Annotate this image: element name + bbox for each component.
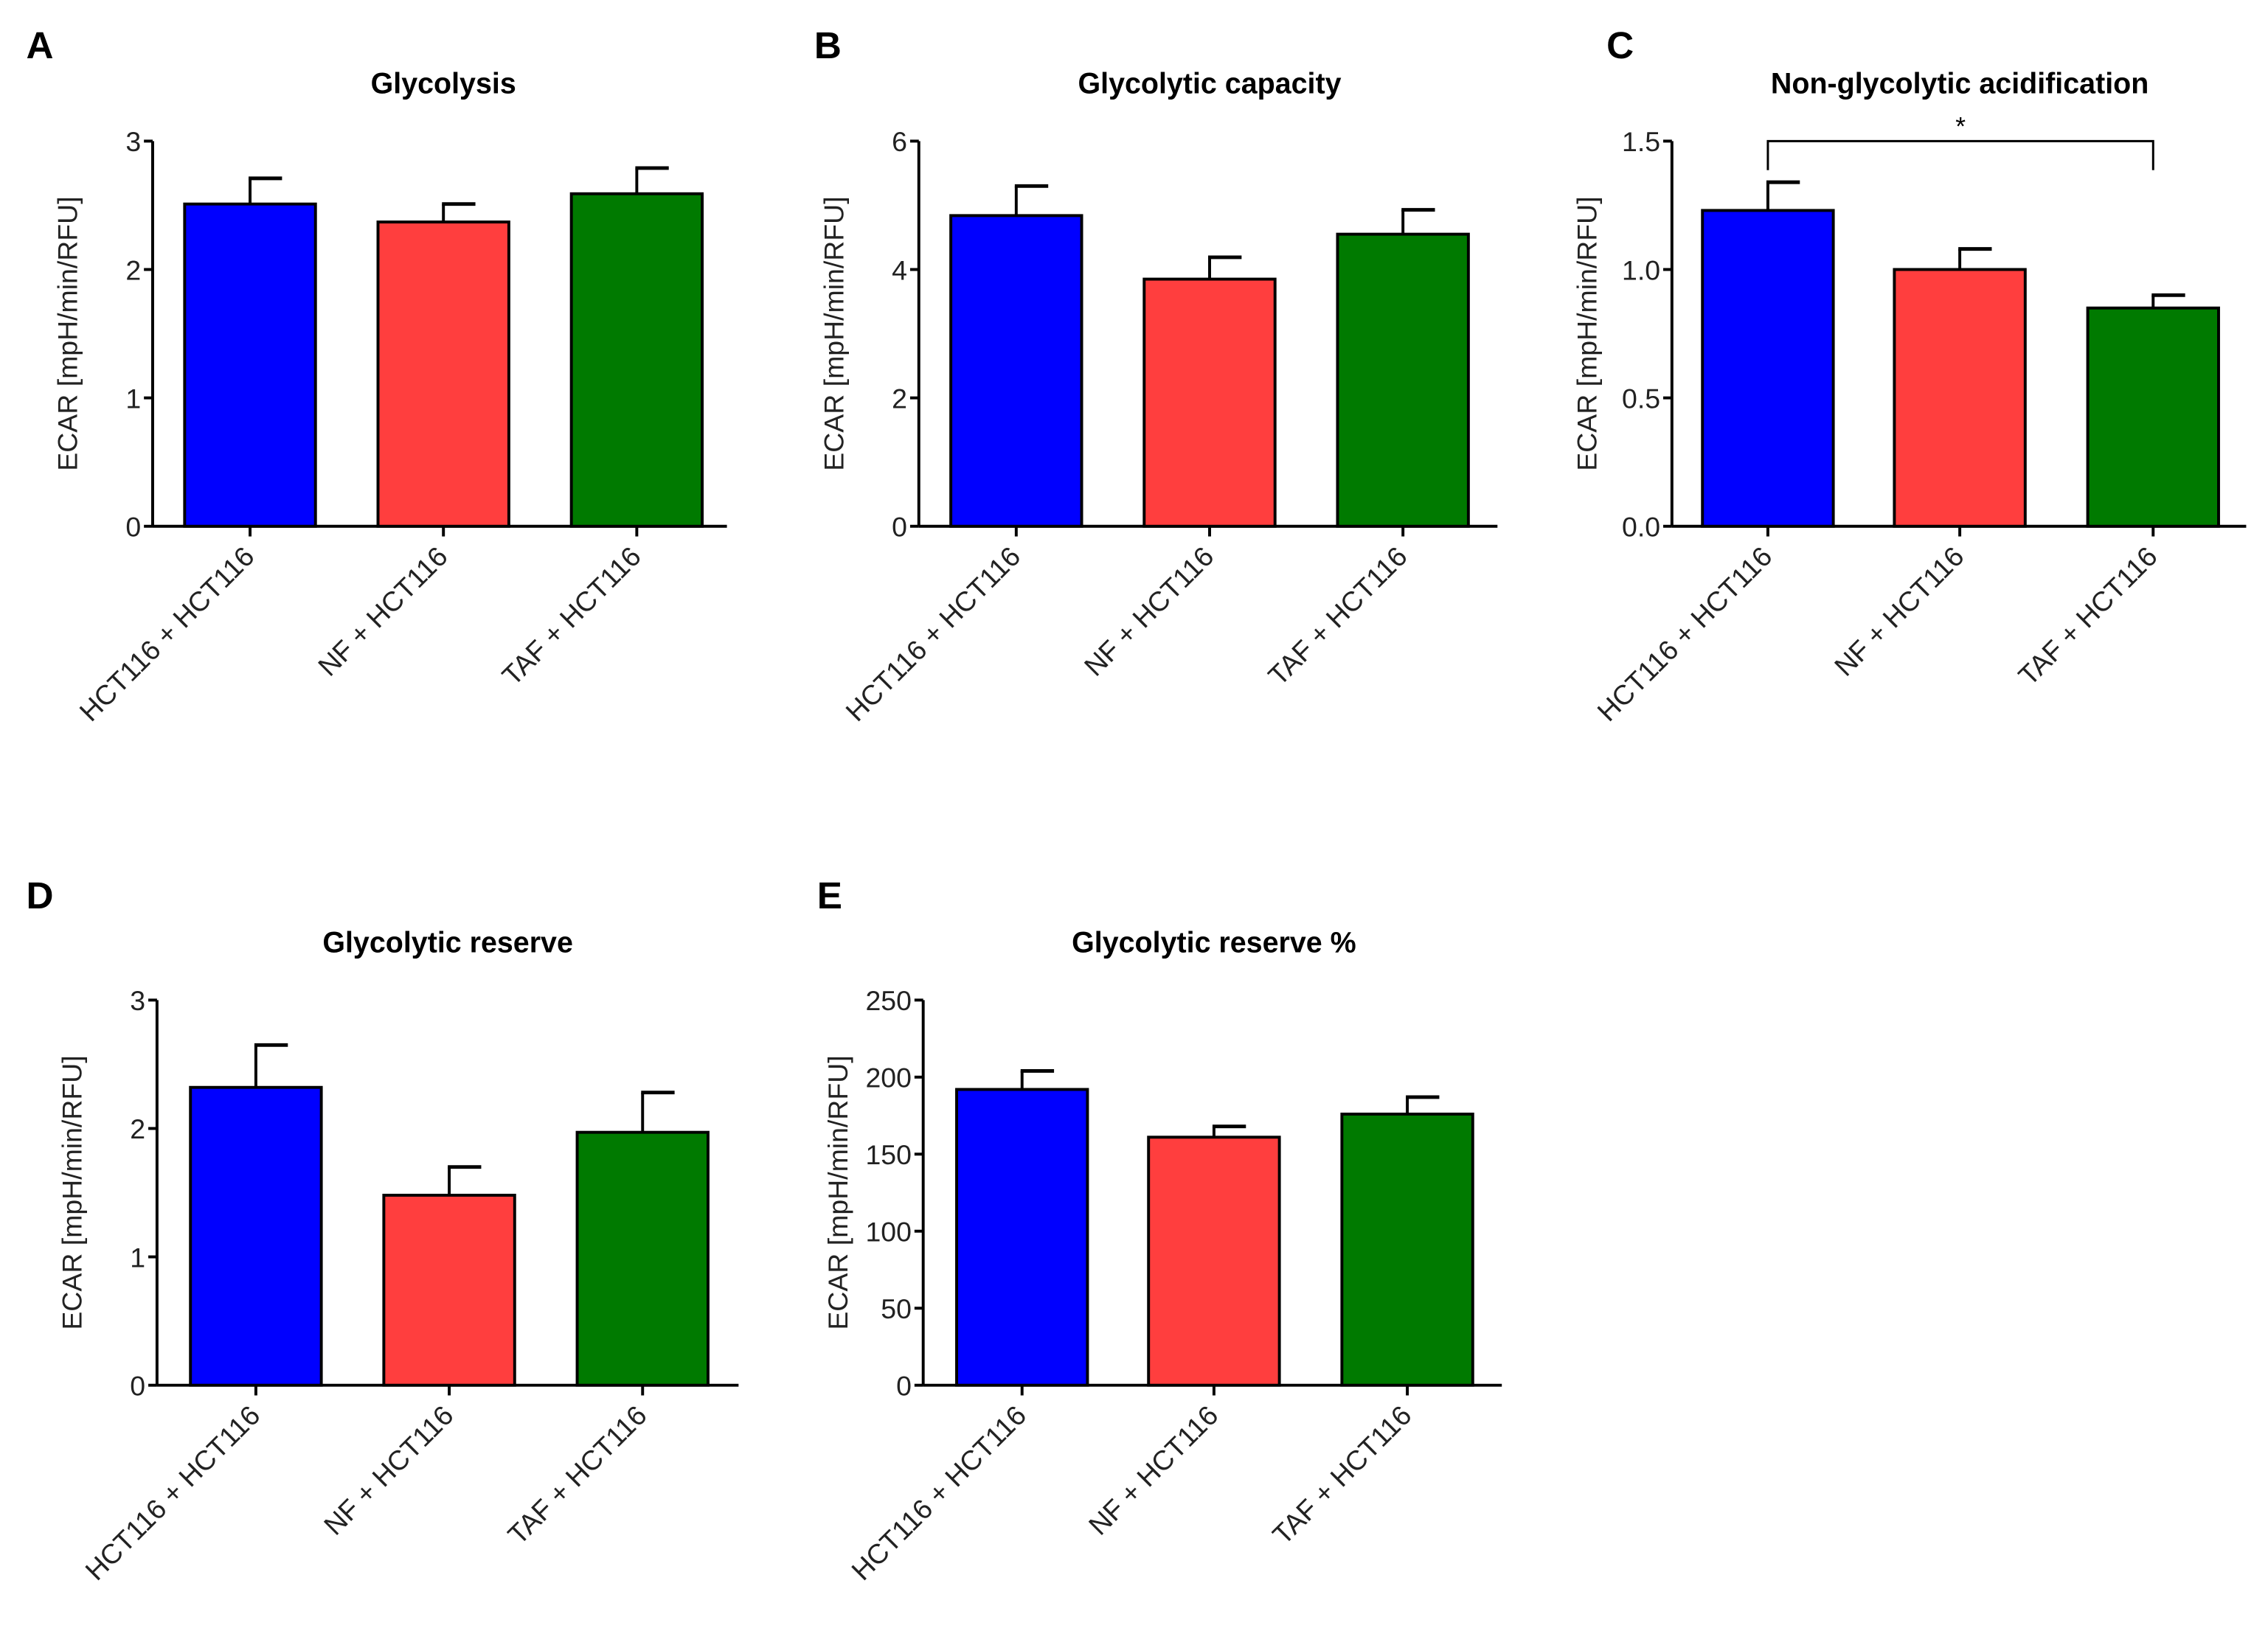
panel-label: C <box>1606 24 1634 66</box>
y-tick-label: 6 <box>892 126 907 157</box>
y-tick-label: 0 <box>896 1370 912 1401</box>
bar <box>1142 277 1277 528</box>
x-tick-label: HCT116 + HCT116 <box>845 1399 1032 1586</box>
panel-d: D Glycolytic reserve ECAR [mpH/min/RFU] 0 1 2… <box>26 874 739 1586</box>
x-tick-label: NF + HCT116 <box>318 1399 460 1541</box>
bar <box>955 1088 1089 1387</box>
chart-title: Glycolytic capacity <box>1078 67 1341 100</box>
chart-title: Glycolysis <box>371 67 516 100</box>
y-tick-label: 3 <box>125 126 141 157</box>
bar <box>575 1130 710 1387</box>
y-axis-label: ECAR [mpH/min/RFU] <box>1571 196 1602 470</box>
x-tick-label: TAF + HCT116 <box>496 540 647 692</box>
y-tick-label: 1.5 <box>1622 126 1660 157</box>
panel-b: B Glycolytic capacity ECAR [mpH/min/RFU] 0 2… <box>814 24 1498 727</box>
y-tick-label: 3 <box>130 985 145 1016</box>
significance-label: * <box>1955 112 1966 142</box>
y-tick-label: 2 <box>892 383 907 414</box>
y-tick-label: 1 <box>130 1242 145 1273</box>
bar <box>2086 306 2220 528</box>
x-tick-label: TAF + HCT116 <box>502 1399 653 1551</box>
y-tick-label: 1 <box>125 383 141 414</box>
x-tick-label: HCT116 + HCT116 <box>73 540 260 727</box>
panel-label: E <box>817 874 842 917</box>
y-tick-label: 50 <box>881 1293 912 1324</box>
y-tick-label: 4 <box>892 254 907 285</box>
y-tick-label: 250 <box>865 985 911 1016</box>
bar <box>1340 1112 1474 1387</box>
x-tick-label: TAF + HCT116 <box>2012 540 2163 692</box>
y-tick-label: 0.0 <box>1622 512 1660 543</box>
bar <box>189 1085 323 1387</box>
y-axis-label: ECAR [mpH/min/RFU] <box>52 196 83 470</box>
x-tick-label: HCT116 + HCT116 <box>839 540 1026 727</box>
x-tick-label: HCT116 + HCT116 <box>1591 540 1778 727</box>
bar <box>376 220 510 528</box>
bar <box>949 214 1083 528</box>
x-tick-label: HCT116 + HCT116 <box>79 1399 266 1586</box>
y-tick-label: 0.5 <box>1622 383 1660 414</box>
x-tick-label: NF + HCT116 <box>312 540 454 682</box>
panel-label: D <box>26 874 53 917</box>
y-tick-label: 100 <box>865 1217 911 1248</box>
panel-a: A Glycolysis ECAR [mpH/min/RFU] 0 1 2 3 HCT116 … <box>26 24 727 727</box>
significance-bracket <box>1766 139 2154 170</box>
chart-title: Non-glycolytic acidification <box>1771 67 2149 100</box>
x-tick-label: TAF + HCT116 <box>1266 1399 1418 1551</box>
x-tick-label: NF + HCT116 <box>1083 1399 1224 1541</box>
x-tick-label: NF + HCT116 <box>1078 540 1220 682</box>
y-axis-label: ECAR [mpH/min/RFU] <box>822 1055 853 1329</box>
y-axis-label: ECAR [mpH/min/RFU] <box>56 1055 87 1329</box>
y-tick-label: 2 <box>125 254 141 285</box>
panel-label: A <box>26 24 53 66</box>
y-tick-label: 0 <box>130 1370 145 1401</box>
y-tick-label: 150 <box>865 1139 911 1170</box>
bar <box>382 1194 516 1387</box>
y-tick-label: 1.0 <box>1622 254 1660 285</box>
bar <box>1147 1136 1281 1387</box>
bar <box>183 202 317 528</box>
y-tick-label: 0 <box>125 512 141 543</box>
y-tick-label: 2 <box>130 1113 145 1144</box>
y-axis-label: ECAR [mpH/min/RFU] <box>818 196 849 470</box>
bar <box>569 192 704 528</box>
bar <box>1336 232 1470 528</box>
panel-label: B <box>814 24 842 66</box>
panel-c: C Non-glycolytic acidification ECAR [mpH/m… <box>1571 24 2247 727</box>
chart-title: Glycolytic reserve <box>322 926 573 959</box>
chart-title: Glycolytic reserve % <box>1072 926 1356 959</box>
bar <box>1893 268 2027 528</box>
bar <box>1701 209 1835 528</box>
y-tick-label: 200 <box>865 1063 911 1093</box>
panel-e: E Glycolytic reserve % ECAR [mpH/min/RFU] 0… <box>817 874 1502 1586</box>
x-tick-label: TAF + HCT116 <box>1262 540 1413 692</box>
y-tick-label: 0 <box>892 512 907 543</box>
x-tick-label: NF + HCT116 <box>1828 540 1970 682</box>
